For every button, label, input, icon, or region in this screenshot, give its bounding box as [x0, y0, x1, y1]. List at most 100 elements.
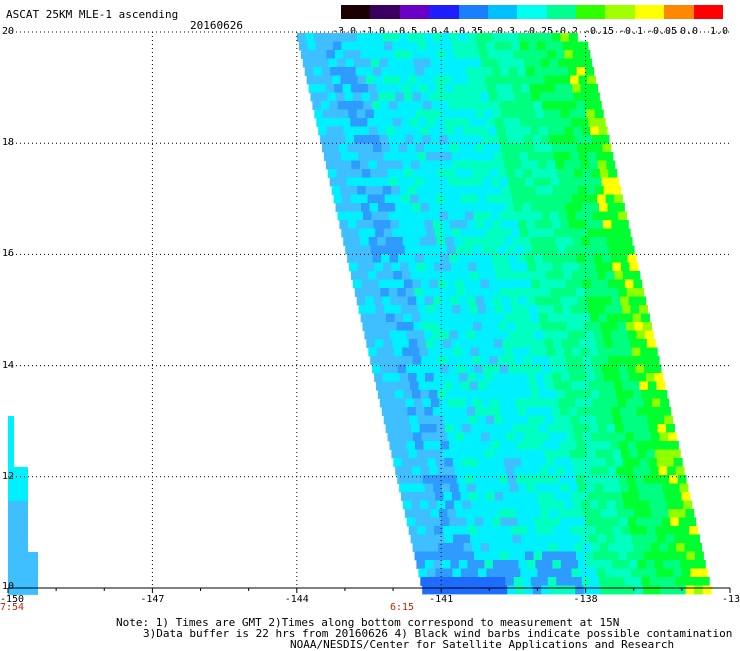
wind-cell	[419, 500, 429, 510]
wind-cell	[381, 143, 391, 153]
wind-cell	[534, 220, 544, 229]
wind-cell	[456, 398, 466, 408]
wind-cell	[570, 415, 580, 425]
wind-cell	[613, 228, 623, 238]
wind-cell	[8, 569, 38, 578]
wind-cell	[319, 58, 329, 68]
wind-cell	[569, 33, 578, 42]
wind-cell	[429, 92, 439, 102]
wind-cell	[553, 339, 563, 348]
wind-cell	[524, 322, 533, 331]
wind-cell	[482, 288, 492, 297]
wind-cell	[586, 449, 596, 459]
wind-cell	[397, 101, 407, 110]
wind-cell	[322, 143, 331, 153]
wind-cell	[453, 50, 463, 59]
wind-cell	[361, 203, 370, 212]
wind-cell	[329, 101, 339, 110]
wind-cell	[627, 254, 637, 263]
wind-cell	[437, 577, 447, 586]
wind-cell	[498, 135, 508, 144]
wind-cell	[610, 551, 619, 561]
wind-cell	[687, 517, 697, 527]
wind-cell	[602, 517, 612, 527]
wind-cell	[554, 271, 564, 280]
wind-cell	[370, 245, 380, 255]
wind-cell	[427, 458, 437, 467]
wind-cell	[521, 347, 531, 357]
wind-cell	[513, 424, 522, 433]
wind-cell	[522, 466, 532, 476]
wind-cell	[412, 466, 422, 476]
wind-cell	[542, 67, 552, 76]
wind-cell	[485, 526, 495, 535]
wind-cell	[626, 585, 636, 595]
wind-cell	[536, 262, 545, 272]
wind-cell	[552, 186, 562, 195]
wind-cell	[520, 492, 529, 501]
wind-cell	[664, 415, 674, 425]
wind-cell	[393, 160, 403, 170]
wind-cell	[341, 41, 351, 51]
wind-cell	[542, 551, 551, 561]
wind-cell	[551, 441, 560, 450]
wind-cell	[603, 560, 613, 569]
wind-cell	[373, 33, 383, 42]
wind-cell	[471, 313, 480, 323]
wind-cell	[633, 279, 643, 289]
wind-cell	[452, 458, 462, 467]
wind-cell	[451, 526, 461, 535]
wind-cell	[502, 41, 512, 51]
wind-cell	[549, 322, 559, 331]
wind-cell	[652, 551, 662, 561]
wind-cell	[8, 441, 14, 451]
wind-cell	[596, 152, 605, 161]
wind-cell	[600, 585, 610, 595]
wind-cell	[418, 568, 428, 578]
wind-cell	[543, 33, 553, 42]
wind-cell	[539, 390, 549, 399]
wind-cell	[626, 322, 635, 331]
wind-cell	[593, 364, 602, 374]
wind-cell	[359, 271, 369, 280]
wind-cell	[566, 135, 576, 144]
wind-cell	[515, 509, 525, 518]
wind-cell	[631, 271, 641, 280]
wind-cell	[384, 194, 394, 204]
wind-cell	[357, 75, 367, 85]
wind-cell	[463, 169, 473, 178]
wind-cell	[530, 50, 540, 59]
wind-cell	[437, 466, 447, 476]
wind-cell	[457, 551, 466, 561]
wind-cell	[484, 186, 494, 195]
wind-cell	[468, 152, 478, 161]
wind-cell	[577, 296, 587, 306]
wind-cell	[592, 585, 602, 595]
wind-cell	[670, 517, 680, 527]
wind-cell	[494, 415, 504, 425]
wind-cell	[493, 262, 503, 272]
wind-cell	[399, 296, 409, 306]
wind-cell	[369, 313, 378, 323]
wind-cell	[615, 237, 625, 246]
wind-cell	[545, 41, 555, 51]
wind-cell	[541, 322, 550, 331]
wind-cell	[629, 262, 639, 272]
wind-cell	[480, 543, 490, 552]
wind-cell	[659, 509, 669, 518]
wind-cell	[492, 483, 502, 493]
wind-cell	[518, 560, 528, 569]
longitude-label: -138	[573, 594, 598, 605]
wind-cell	[541, 475, 551, 484]
wind-cell	[337, 101, 347, 110]
wind-cell	[507, 135, 516, 144]
wind-cell	[424, 296, 434, 306]
wind-cell	[381, 254, 390, 263]
wind-cell	[441, 560, 451, 569]
wind-cell	[472, 543, 481, 552]
wind-cell	[493, 75, 503, 85]
wind-cell	[490, 101, 500, 110]
wind-cell	[644, 441, 654, 450]
wind-cell	[611, 483, 621, 493]
wind-cell	[505, 390, 515, 399]
